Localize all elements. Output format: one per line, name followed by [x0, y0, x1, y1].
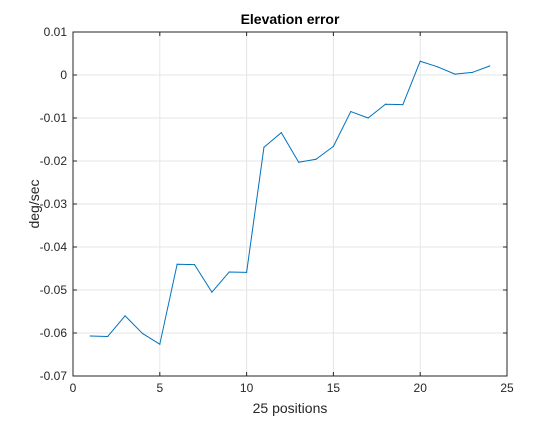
x-axis-label: 25 positions: [253, 400, 328, 416]
series-layer: [89, 60, 491, 345]
data-point: [332, 145, 334, 147]
data-point: [280, 132, 282, 134]
y-tick-label: -0.01: [40, 111, 68, 125]
data-point: [107, 335, 109, 338]
x-tick-label: 25: [500, 381, 514, 395]
data-point: [176, 263, 178, 265]
y-tick-label: -0.07: [40, 369, 68, 383]
y-tick-label: 0.01: [44, 25, 68, 39]
x-tick-label: 0: [70, 381, 77, 395]
data-point: [350, 110, 352, 113]
tick-labels: 0 5 10 15 20 25 -0.07 -0.06 -0.05 -0.04 -0.03 -0.02…: [40, 25, 514, 395]
data-point: [454, 73, 456, 75]
x-tick-label: 5: [156, 381, 163, 395]
y-tick-label: -0.02: [40, 154, 68, 168]
y-tick-label: -0.04: [40, 240, 68, 254]
x-tick-label: 15: [327, 381, 341, 395]
data-point: [263, 146, 265, 148]
y-axis-label: deg/sec: [26, 179, 42, 228]
x-tick-label: 10: [240, 381, 254, 395]
data-point: [159, 343, 161, 345]
data-point: [228, 271, 230, 273]
data-point: [471, 71, 473, 74]
y-tick-label: 0: [60, 68, 67, 82]
data-point: [384, 103, 387, 105]
data-point: [315, 158, 317, 160]
data-point: [124, 315, 126, 317]
data-point: [298, 161, 300, 163]
data-point: [367, 117, 369, 119]
y-tick-label: -0.03: [40, 197, 68, 211]
axes: [72, 31, 508, 377]
data-point: [419, 60, 421, 62]
data-point: [402, 104, 404, 106]
y-tick-label: -0.05: [40, 283, 68, 297]
data-point: [211, 291, 213, 293]
data-point: [246, 271, 248, 273]
series-line-0: [90, 60, 490, 345]
data-point: [141, 332, 144, 335]
data-point: [89, 335, 91, 337]
chart-title: Elevation error: [241, 11, 340, 27]
x-tick-label: 20: [414, 381, 428, 395]
y-tick-label: -0.06: [40, 326, 68, 340]
data-point: [489, 65, 491, 67]
data-point: [436, 66, 439, 68]
data-point: [193, 264, 196, 266]
